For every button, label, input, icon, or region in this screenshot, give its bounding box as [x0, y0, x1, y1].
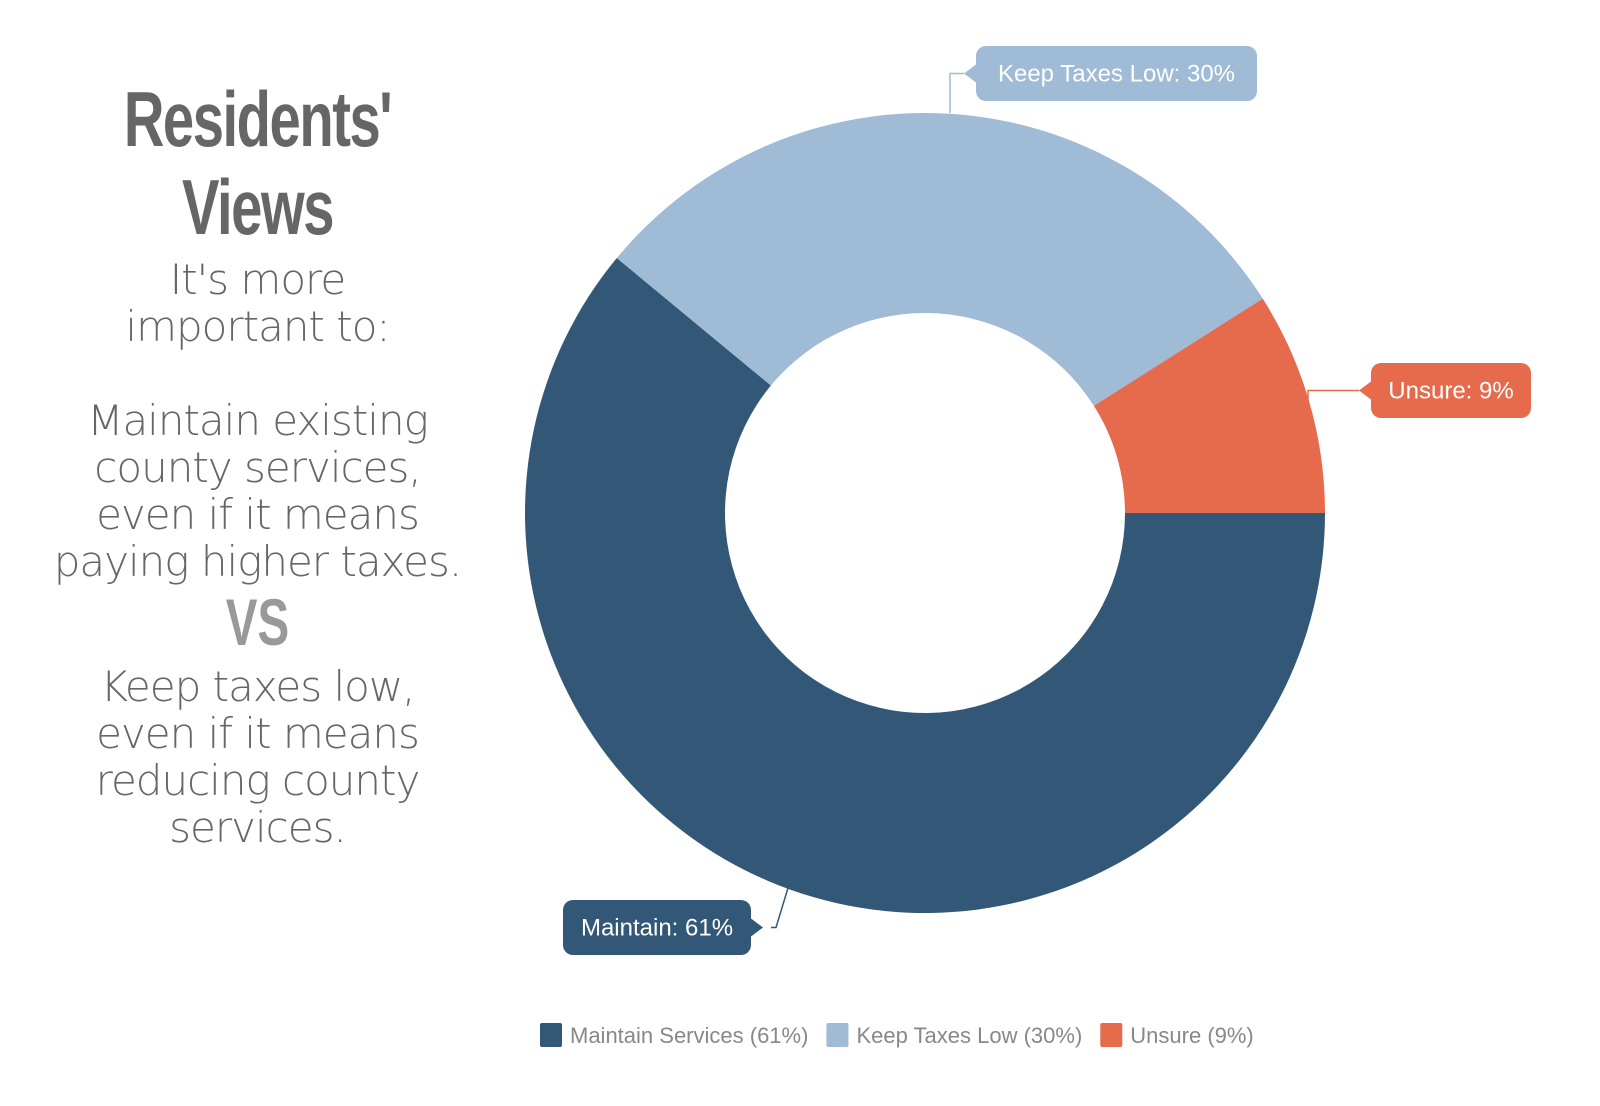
legend-swatch [826, 1023, 849, 1047]
option-b-text: Keep taxes low, even if it means reducin… [0, 663, 515, 851]
donut-slice-keep-taxes-low[interactable] [616, 112, 1263, 406]
option-a-line: paying higher taxes. [53, 537, 463, 586]
data-label-text: Maintain: 61% [581, 915, 733, 942]
legend-label: Keep Taxes Low (30%) [856, 1023, 1082, 1048]
data-label-connector [771, 887, 789, 929]
option-a-line: even if it means [96, 490, 420, 539]
option-b-line: Keep taxes low, [100, 662, 415, 711]
heading-panel: Residents' Views It's more important to:… [0, 80, 515, 851]
intro-text: It's more important to: [0, 256, 515, 350]
data-label: Keep Taxes Low: 30% [964, 46, 1257, 101]
legend-label: Maintain Services (61%) [570, 1023, 808, 1048]
option-b-line: reducing county [95, 756, 421, 805]
data-label: Maintain: 61% [563, 900, 763, 955]
data-label-connector [1307, 389, 1359, 402]
legend-swatch [540, 1023, 562, 1047]
title-line-1: Residents' [123, 75, 393, 163]
donut-slice-maintain-services[interactable] [524, 258, 1325, 914]
data-label: Unsure: 9% [1359, 363, 1531, 418]
legend-item[interactable]: Keep Taxes Low (30%) [826, 1023, 1082, 1048]
title-line-2: Views [182, 163, 334, 251]
option-b-line: even if it means [96, 709, 420, 758]
legend-label: Unsure (9%) [1130, 1023, 1253, 1048]
option-a-line: Maintain existing [87, 396, 429, 445]
legend-item[interactable]: Maintain Services (61%) [540, 1023, 808, 1048]
vs-text: VS [225, 585, 290, 659]
option-b-line: services. [169, 803, 347, 852]
data-label-box [976, 46, 1257, 101]
option-a-text: Maintain existing county services, even … [0, 397, 515, 585]
intro-line: It's more [169, 255, 346, 304]
data-label-box [1371, 363, 1531, 418]
data-label-text: Keep Taxes Low: 30% [998, 61, 1235, 88]
data-label-connector [949, 72, 964, 113]
data-label-text: Unsure: 9% [1388, 378, 1513, 405]
legend-swatch [1100, 1023, 1123, 1047]
donut-slice-unsure[interactable] [1093, 298, 1325, 513]
data-label-box [563, 900, 751, 955]
legend-item[interactable]: Unsure (9%) [1100, 1023, 1254, 1048]
intro-line: important to: [125, 302, 390, 351]
option-a-line: county services, [94, 443, 421, 492]
